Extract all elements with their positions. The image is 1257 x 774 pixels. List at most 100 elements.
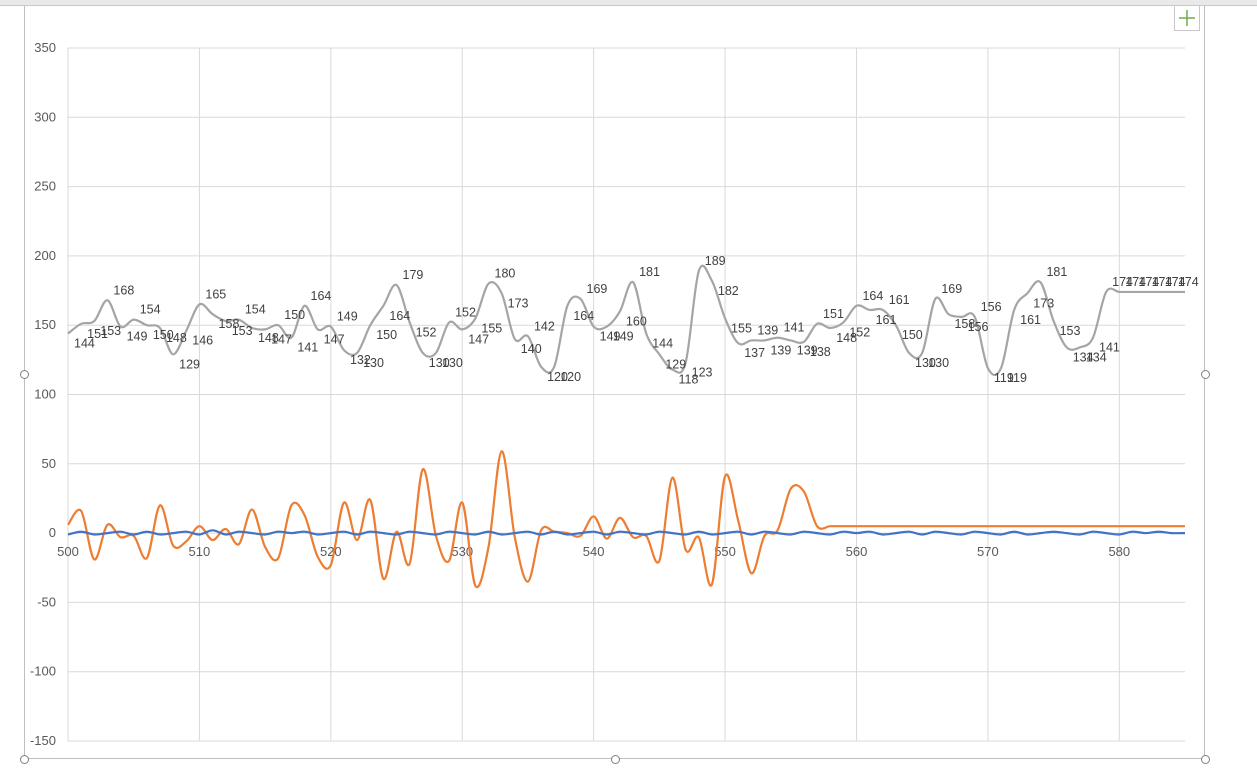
data-label: 174 (1165, 275, 1186, 289)
y-tick-label: 300 (34, 109, 56, 124)
y-tick-label: 100 (34, 387, 56, 402)
data-label: 155 (481, 321, 502, 335)
data-label: 147 (468, 332, 489, 346)
x-tick-label: 510 (189, 544, 211, 559)
data-label: 152 (416, 325, 437, 339)
data-label: 155 (731, 321, 752, 335)
data-label: 173 (1033, 296, 1054, 310)
data-label: 141 (1099, 341, 1120, 355)
y-tick-label: -100 (30, 664, 56, 679)
y-tick-label: -150 (30, 733, 56, 748)
data-label: 139 (757, 323, 778, 337)
data-label: 123 (692, 366, 713, 380)
data-label: 149 (613, 330, 634, 344)
data-label: 174 (1138, 275, 1159, 289)
chart-elements-button[interactable] (1174, 5, 1200, 31)
data-label: 180 (495, 267, 516, 281)
data-label: 189 (705, 254, 726, 268)
y-tick-label: 250 (34, 179, 56, 194)
data-label: 132 (350, 353, 371, 367)
data-label: 161 (1020, 313, 1041, 327)
data-label: 134 (1073, 350, 1094, 364)
data-label: 120 (560, 370, 581, 384)
data-label: 130 (915, 356, 936, 370)
data-label: 161 (889, 293, 910, 307)
y-tick-label: -50 (37, 594, 56, 609)
y-tick-label: 200 (34, 248, 56, 263)
data-label: 154 (140, 303, 161, 317)
x-tick-label: 500 (57, 544, 79, 559)
data-label: 137 (744, 346, 765, 360)
data-label: 174 (1152, 275, 1173, 289)
data-label: 119 (994, 371, 1014, 385)
data-label: 160 (626, 314, 647, 328)
data-label: 129 (665, 357, 686, 371)
data-label: 174 (1125, 275, 1146, 289)
window-top-bar (0, 0, 1257, 6)
series-line-0 (67, 264, 1185, 377)
data-label: 130 (442, 356, 463, 370)
data-label: 154 (245, 303, 266, 317)
series-lines (67, 264, 1186, 589)
data-label: 147 (271, 332, 292, 346)
data-label: 150 (902, 328, 923, 342)
data-label: 150 (376, 328, 397, 342)
resize-handle-bottom-left[interactable] (20, 755, 29, 764)
data-label: 161 (876, 313, 897, 327)
resize-handle-bottom-right[interactable] (1201, 755, 1210, 764)
data-label: 153 (1060, 324, 1081, 338)
data-label: 118 (678, 373, 698, 387)
data-label: 168 (113, 283, 134, 297)
data-label: 120 (547, 370, 568, 384)
data-label: 151 (87, 327, 108, 341)
data-label: 138 (810, 345, 831, 359)
data-label: 153 (100, 324, 121, 338)
data-label: 164 (862, 289, 883, 303)
data-label: 153 (232, 324, 253, 338)
data-label: 169 (587, 282, 608, 296)
series-line-1 (67, 450, 1185, 589)
data-label: 152 (455, 305, 476, 319)
data-label: 149 (127, 330, 148, 344)
data-label: 165 (205, 287, 226, 301)
data-label: 149 (337, 310, 358, 324)
data-label: 150 (153, 328, 174, 342)
data-label: 130 (928, 356, 949, 370)
gridlines (67, 47, 1185, 742)
resize-handle-right-mid[interactable] (1201, 370, 1210, 379)
data-label: 139 (797, 343, 818, 357)
x-tick-label: 580 (1108, 544, 1130, 559)
y-tick-label: 0 (49, 525, 56, 540)
x-tick-label: 530 (451, 544, 473, 559)
x-tick-label: 550 (714, 544, 736, 559)
data-label: 141 (297, 341, 318, 355)
data-label: 146 (192, 334, 213, 348)
data-label: 148 (836, 331, 857, 345)
data-label: 174 (1178, 275, 1199, 289)
resize-handle-bottom-mid[interactable] (611, 755, 620, 764)
x-tick-label: 560 (846, 544, 868, 559)
x-tick-label: 520 (320, 544, 342, 559)
data-label: 119 (1007, 371, 1027, 385)
data-label: 141 (784, 321, 805, 335)
data-label: 144 (74, 337, 95, 351)
x-tick-label: 540 (583, 544, 605, 559)
y-tick-label: 150 (34, 317, 56, 332)
data-label: 139 (770, 343, 791, 357)
data-label: 174 (1112, 275, 1133, 289)
data-label: 152 (849, 325, 870, 339)
data-label: 134 (1086, 350, 1107, 364)
resize-handle-top-left[interactable] (20, 370, 29, 379)
y-tick-label: 350 (34, 40, 56, 55)
data-label: 164 (311, 289, 332, 303)
data-label: 142 (534, 319, 555, 333)
plus-icon (1179, 10, 1195, 26)
data-label: 144 (652, 337, 673, 351)
x-axis-ticks: 500 510 520 530 540 550 560 570 580 (57, 544, 1130, 559)
data-label: 150 (284, 308, 305, 322)
data-label: 169 (941, 282, 962, 296)
data-label: 181 (1046, 265, 1067, 279)
data-label: 182 (718, 284, 739, 298)
data-label: 164 (389, 309, 410, 323)
